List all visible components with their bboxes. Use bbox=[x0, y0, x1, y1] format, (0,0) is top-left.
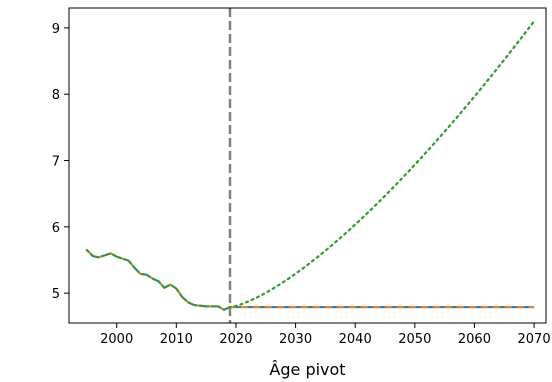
y-tick-label: 9 bbox=[52, 22, 60, 37]
x-tick-label: 2050 bbox=[398, 332, 431, 347]
y-tick-label: 5 bbox=[52, 287, 60, 302]
y-tick-label: 7 bbox=[52, 155, 60, 170]
y-tick-label: 6 bbox=[52, 221, 60, 236]
y-tick-label: 8 bbox=[52, 88, 60, 103]
x-tick-label: 2030 bbox=[279, 332, 312, 347]
x-tick-label: 2020 bbox=[219, 332, 252, 347]
series-line-2 bbox=[86, 249, 535, 311]
x-tick-label: 2040 bbox=[339, 332, 372, 347]
x-tick-label: 2060 bbox=[458, 332, 491, 347]
x-axis-ticks: 2000 2010 2020 2030 2040 2050 2060 2070 bbox=[100, 323, 551, 347]
x-axis-label: Âge pivot bbox=[269, 360, 345, 379]
plot-marks bbox=[85, 8, 536, 323]
plot-frame bbox=[68, 7, 547, 324]
x-tick-label: 2010 bbox=[160, 332, 193, 347]
y-axis-ticks: 5 6 7 8 9 bbox=[52, 22, 69, 302]
x-tick-label: 2000 bbox=[100, 332, 133, 347]
x-tick-label: 2070 bbox=[518, 332, 551, 347]
series-line-3 bbox=[85, 20, 536, 311]
